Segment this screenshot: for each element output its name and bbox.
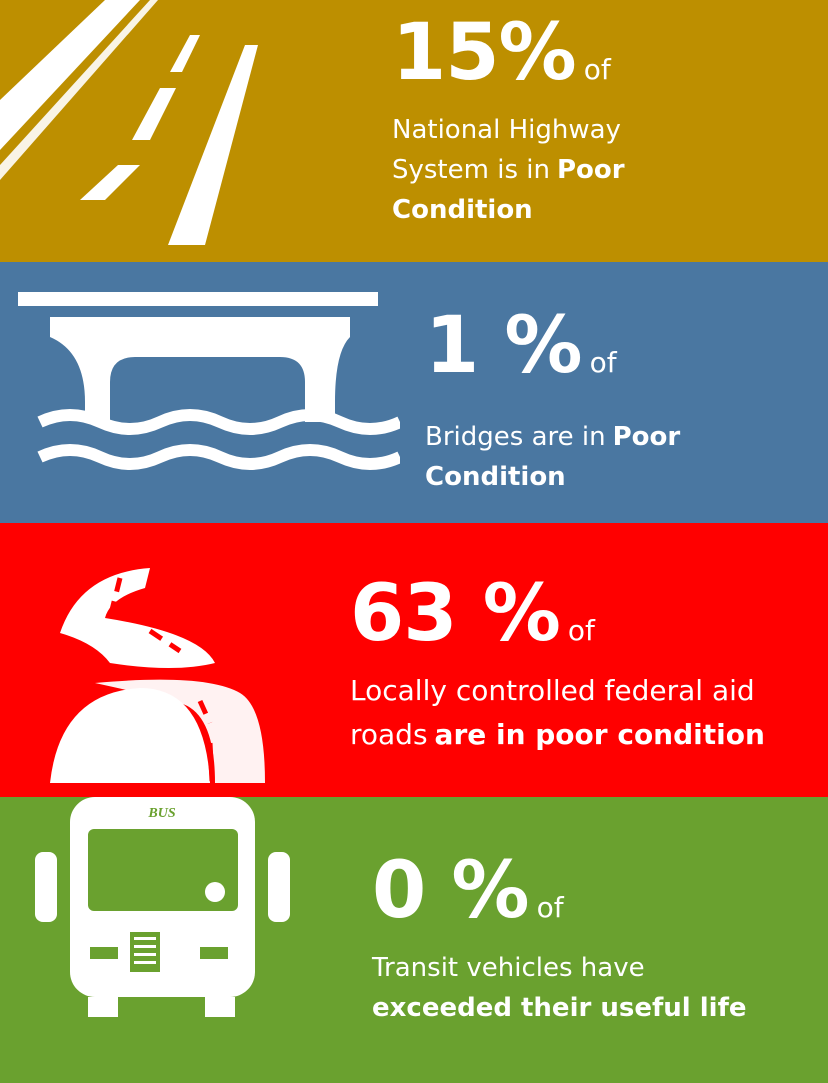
desc-bold: Poor Condition [392,155,625,225]
text-block: 1 % of Bridges are in Poor Condition [425,307,745,497]
desc-bold: exceeded their useful life [372,993,747,1023]
of: of [536,891,564,924]
panel-highway: 15% of National Highway System is in Poor … [0,0,828,262]
description: National Highway System is in Poor Condit… [392,110,682,230]
bus-icon: BUS [35,797,290,1017]
stat: 0 % [372,846,530,936]
description: Bridges are in Poor Condition [425,417,745,497]
winding-road-icon [50,568,265,783]
desc-bold: are in poor condition [434,718,765,751]
description: Transit vehicles have exceeded their usef… [372,948,812,1028]
bus-label: BUS [147,806,175,821]
text-block: 15% of National Highway System is in Poor … [392,14,682,230]
desc-text: Bridges are in [425,422,606,452]
desc-text: Transit vehicles have [372,953,645,983]
desc-text: Locally controlled federal aid roads [350,674,755,751]
of: of [567,614,595,647]
panel-transit: BUS 0 % of Transit vehicles have exceeded … [0,797,828,1083]
stat: 1 % [425,301,583,391]
road-icon [0,0,258,245]
panel-local-roads: 63 % of Locally controlled federal aid ro… [0,523,828,797]
of: of [583,53,611,86]
description: Locally controlled federal aid roads are … [350,669,825,757]
bridge-icon [18,292,400,470]
desc-text: National Highway System is in [392,115,621,185]
stat: 15% [392,8,577,98]
of: of [589,346,617,379]
text-block: 0 % of Transit vehicles have exceeded thei… [372,852,812,1028]
stat: 63 % [350,569,561,659]
panel-bridges: 1 % of Bridges are in Poor Condition [0,262,828,523]
text-block: 63 % of Locally controlled federal aid ro… [350,575,825,757]
desc-bold: Poor Condition [425,422,681,492]
